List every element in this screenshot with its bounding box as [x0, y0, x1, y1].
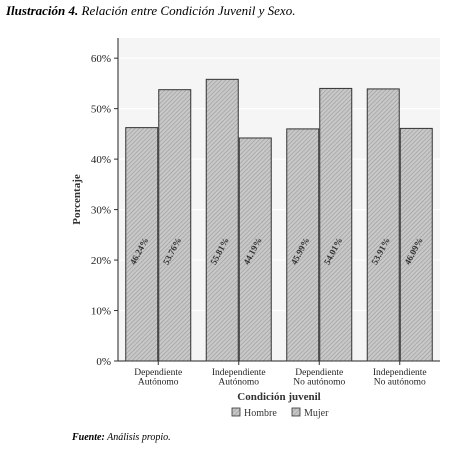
x-tick-label: Autónomo: [218, 378, 259, 388]
bar-mujer: [158, 89, 192, 362]
figure-caption: Ilustración 4. Relación entre Condición …: [6, 3, 295, 19]
bar-mujer: [399, 127, 433, 362]
x-tick-label: No autónomo: [374, 378, 426, 388]
y-axis-title: Porcentaje: [71, 174, 83, 225]
bar-mujer: [238, 137, 272, 362]
x-tick-label: Dependiente: [295, 368, 343, 378]
legend-swatch-hombre: [231, 407, 241, 417]
x-tick-label: Autónomo: [138, 378, 179, 388]
figure-caption-text: Relación entre Condición Juvenil y Sexo.: [78, 3, 296, 18]
y-tick-label: 20%: [91, 255, 111, 267]
y-tick-label: 30%: [91, 205, 111, 217]
x-tick-label: Dependiente: [134, 368, 182, 378]
x-tick-label: Independiente: [373, 368, 427, 378]
figure-caption-number: Ilustración 4.: [6, 3, 79, 18]
bar-hombre: [125, 127, 159, 362]
legend-label-hombre: Hombre: [244, 408, 277, 419]
bar-chart: 0%10%20%30%40%50%60%46.24% 53.76%Dependie…: [71, 38, 440, 419]
x-tick-label: Independiente: [212, 368, 266, 378]
figure-source-text: Análisis propio.: [104, 432, 171, 443]
y-tick-label: 10%: [91, 306, 111, 318]
figure-source: Fuente: Análisis propio.: [72, 432, 171, 443]
legend-label-mujer: Mujer: [304, 408, 329, 419]
y-tick-label: 50%: [91, 104, 111, 116]
figure-source-label: Fuente:: [72, 432, 105, 443]
y-tick-label: 60%: [91, 53, 111, 65]
bar-hombre: [205, 78, 239, 362]
y-tick-label: 40%: [91, 154, 111, 166]
y-tick-label: 0%: [96, 356, 111, 368]
x-tick-label: No autónomo: [293, 378, 345, 388]
legend-swatch-mujer: [291, 407, 301, 417]
x-axis-title: Condición juvenil: [237, 391, 320, 403]
bar-hombre: [286, 128, 320, 362]
bar-hombre: [366, 88, 400, 362]
bar-mujer: [319, 87, 353, 362]
